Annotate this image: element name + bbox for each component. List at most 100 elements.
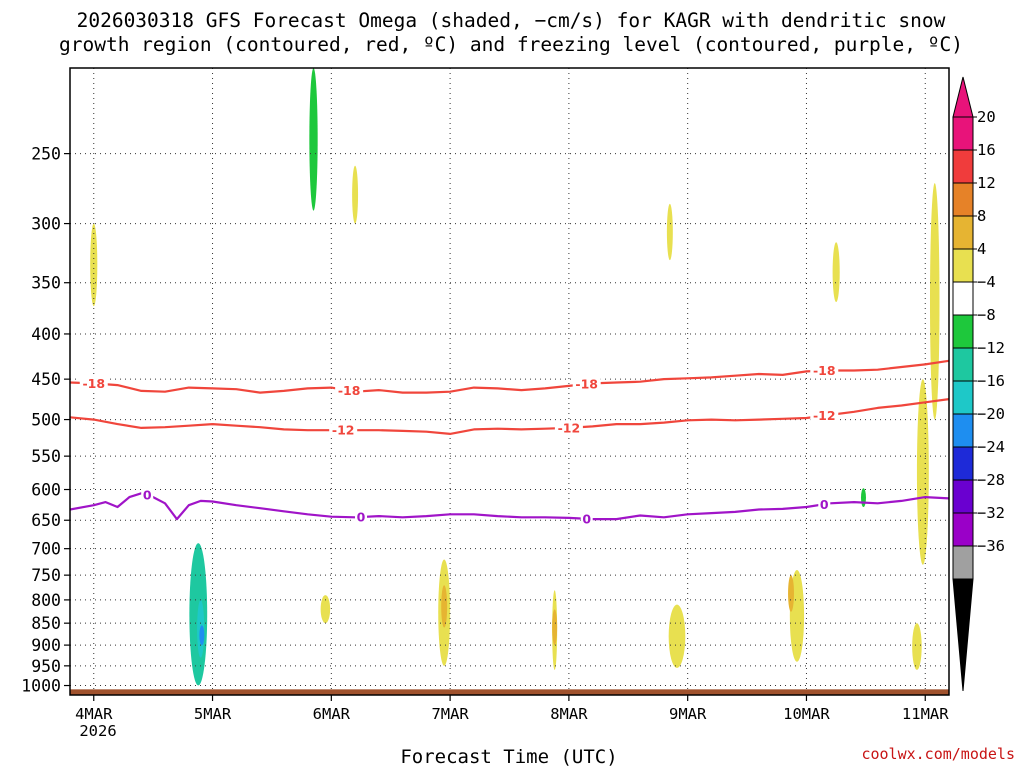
- lift-aloft-10mar: [832, 242, 840, 302]
- snow-growth-upper-lift: [90, 223, 98, 307]
- y-tick-label-550: 550: [31, 447, 61, 466]
- rise-10mar-mid: [860, 488, 866, 508]
- lift-core-10mar: [788, 575, 794, 612]
- contour-label-bg: [329, 423, 358, 438]
- x-tick-label-6MAR: 6MAR: [313, 705, 351, 723]
- lift-core-7mar: [441, 585, 448, 628]
- lift-low-11mar: [912, 623, 922, 670]
- y-tick-label-1000: 1000: [21, 677, 61, 696]
- contour-label-0: 0: [357, 509, 366, 524]
- y-tick-label-850: 850: [31, 614, 61, 633]
- colorbar-swatch: [952, 248, 974, 283]
- colorbar-swatch: [952, 479, 974, 514]
- y-tick-label-900: 900: [31, 636, 61, 655]
- colorbar-swatch: [952, 380, 974, 415]
- rise-center-5mar: [199, 625, 205, 646]
- colorbar-label-4: 4: [977, 240, 986, 258]
- contour-line--18: [70, 359, 949, 394]
- y-tick-label-950: 950: [31, 657, 61, 676]
- contour-label-bg: [818, 497, 831, 512]
- contour-label-0: 0: [820, 497, 829, 512]
- contour-label-bg: [580, 511, 593, 526]
- y-tick-label-450: 450: [31, 370, 61, 389]
- y-tick-label-400: 400: [31, 325, 61, 344]
- x-tick-label-5MAR: 5MAR: [194, 705, 232, 723]
- lift-aloft-9mar: [666, 203, 673, 261]
- contour-label-bg: [810, 363, 839, 378]
- contour-label--18: -18: [813, 363, 836, 378]
- colorbar-label--28: −28: [977, 471, 1005, 489]
- x-tick-label-8MAR: 8MAR: [550, 705, 588, 723]
- contour-label--18: -18: [575, 377, 598, 392]
- contour-label-0: 0: [582, 511, 591, 526]
- colorbar-label--16: −16: [977, 372, 1005, 390]
- terrain-ground: [70, 689, 949, 695]
- colorbar-swatch: [952, 512, 974, 547]
- colorbar-label--32: −32: [977, 504, 1005, 522]
- contour-label-0: 0: [143, 488, 152, 503]
- colorbar-label-16: 16: [977, 141, 996, 159]
- rise-aloft-6mar: [309, 68, 318, 211]
- contour-label-bg: [810, 408, 839, 423]
- contour-line--12: [70, 398, 949, 435]
- colorbar-swatch: [952, 446, 974, 481]
- contour-label--18: -18: [82, 376, 105, 391]
- x-tick-label-4MAR: 4MAR: [75, 705, 113, 723]
- credit-link[interactable]: coolwx.com/models: [861, 745, 1015, 763]
- x-axis-time: 4MAR 5MAR 6MAR 7MAR 8MAR 9MAR 10MAR 11MAR: [75, 695, 949, 723]
- colorbar-swatch: [952, 314, 974, 349]
- colorbar-label-8: 8: [977, 207, 986, 225]
- omega-colorbar: 20 16 12 8 4 −4 −8 −12 −16 −20 −24 −28 −32 −36: [952, 76, 1005, 692]
- omega-shading: [90, 68, 940, 686]
- colorbar-swatch: [952, 413, 974, 448]
- plot-frame: [69, 67, 950, 696]
- temperature-contours: -18 -18 -18 -18 -12 -12 -12 0 0 0 0: [70, 359, 949, 526]
- colorbar-swatch: [952, 116, 974, 151]
- colorbar-over-arrow: [952, 76, 974, 118]
- lift-core-8mar: [552, 609, 558, 646]
- contour-label--12: -12: [558, 420, 581, 435]
- y-tick-label-700: 700: [31, 540, 61, 559]
- y-axis-pressure: 250 300 350 400 450 500 550 600 650 700 750 800 850 9…: [21, 145, 70, 696]
- contour-label--18: -18: [338, 383, 361, 398]
- chart-title-line-2: growth region (contoured, red, ºC) and f…: [59, 33, 963, 56]
- x-tick-label-9MAR: 9MAR: [669, 705, 707, 723]
- lift-11mar: [916, 379, 929, 565]
- contour-label--12: -12: [813, 408, 836, 423]
- colorbar-swatch: [952, 182, 974, 217]
- contour-label-bg: [554, 420, 583, 435]
- plot-area: -18 -18 -18 -18 -12 -12 -12 0 0 0 0: [69, 67, 950, 696]
- contour-label-bg: [355, 509, 368, 524]
- y-tick-label-650: 650: [31, 511, 61, 530]
- x-tick-label-7MAR: 7MAR: [431, 705, 469, 723]
- lift-early-6mar: [320, 595, 331, 624]
- y-tick-label-250: 250: [31, 145, 61, 164]
- x-tick-label-10MAR: 10MAR: [783, 705, 830, 723]
- contour-label--12: -12: [332, 423, 355, 438]
- y-tick-label-750: 750: [31, 566, 61, 585]
- x-axis-year: 2026: [79, 722, 116, 740]
- contour-line-0: [70, 492, 949, 521]
- contour-label-bg: [141, 488, 154, 503]
- y-tick-label-800: 800: [31, 591, 61, 610]
- colorbar-label--24: −24: [977, 438, 1005, 456]
- lift-11mar-upper: [929, 183, 940, 420]
- colorbar-swatch: [952, 149, 974, 184]
- chart-title-line-1: 2026030318 GFS Forecast Omega (shaded, −…: [77, 9, 946, 32]
- colorbar-swatch: [952, 545, 974, 580]
- x-axis-label: Forecast Time (UTC): [400, 746, 617, 768]
- contour-label-bg: [572, 377, 601, 392]
- colorbar-label--4: −4: [977, 273, 996, 291]
- colorbar-label-12: 12: [977, 174, 996, 192]
- y-tick-label-300: 300: [31, 215, 61, 234]
- contour-label-bg: [79, 376, 108, 391]
- y-tick-label-350: 350: [31, 274, 61, 293]
- colorbar-label--8: −8: [977, 306, 996, 324]
- y-tick-label-600: 600: [31, 481, 61, 500]
- colorbar-swatch: [952, 215, 974, 250]
- lift-aloft-6mar: [352, 165, 359, 224]
- colorbar-label--12: −12: [977, 339, 1005, 357]
- colorbar-swatch: [952, 347, 974, 382]
- colorbar-label--20: −20: [977, 405, 1005, 423]
